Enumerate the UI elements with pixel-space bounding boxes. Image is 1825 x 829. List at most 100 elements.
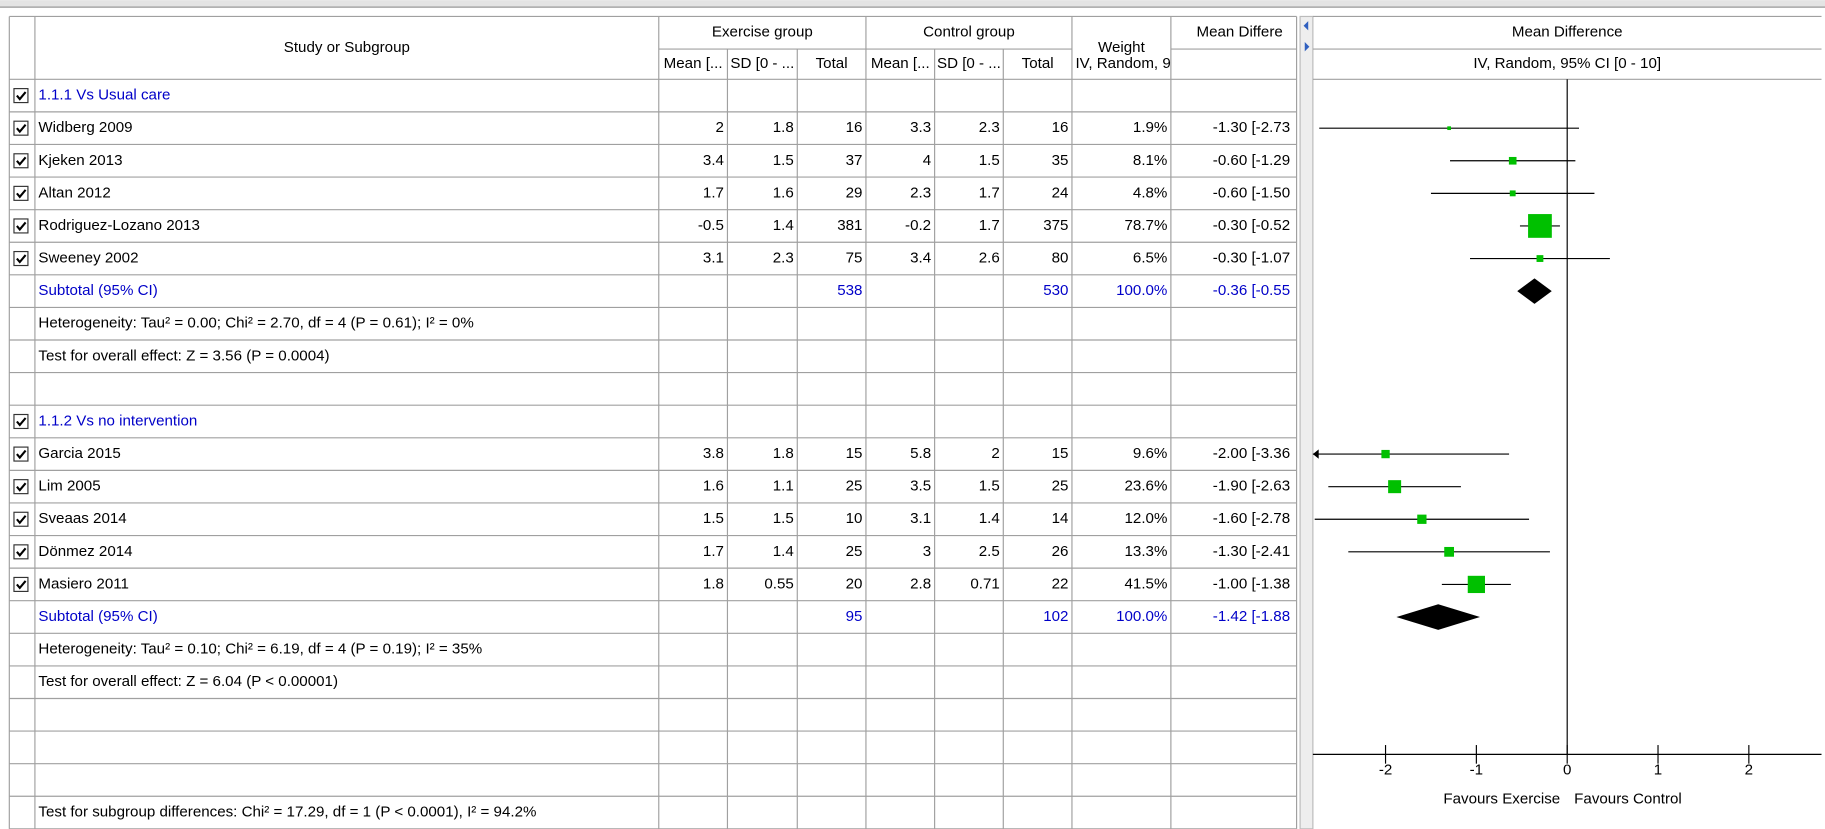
checkbox[interactable]: [13, 511, 29, 527]
cell: -2.00 [-3.36: [1213, 445, 1290, 462]
header-exercise: Exercise group: [712, 24, 813, 41]
checkbox[interactable]: [13, 446, 29, 462]
cell: 0.71: [970, 575, 999, 592]
cell: 1.6: [773, 184, 794, 201]
cell: 1.7: [979, 217, 1000, 234]
checkbox[interactable]: [13, 153, 29, 169]
subtotal-label: Subtotal (95% CI): [38, 282, 157, 299]
checkbox[interactable]: [13, 218, 29, 234]
cell: 25: [1052, 478, 1069, 495]
x-tick-label: 1: [1654, 762, 1662, 779]
cell: -1.42 [-1.88: [1213, 608, 1290, 625]
cell: 2.3: [773, 250, 794, 267]
favours-left: Favours Exercise: [1443, 791, 1560, 808]
checkbox[interactable]: [13, 88, 29, 104]
cell: 41.5%: [1125, 575, 1168, 592]
effect-box: [1447, 126, 1451, 131]
effect-box: [1528, 214, 1552, 238]
checkbox[interactable]: [13, 544, 29, 560]
cell: -0.30 [-0.52: [1213, 217, 1290, 234]
cell: 4.8%: [1133, 184, 1167, 201]
plot-subtitle: IV, Random, 95% CI [0 - 10]: [1473, 55, 1661, 72]
cell: 8.1%: [1133, 152, 1167, 169]
study-name: Rodriguez-Lozano 2013: [38, 217, 199, 234]
cell: 1.5: [979, 152, 1000, 169]
cell: 100.0%: [1116, 282, 1167, 299]
checkbox[interactable]: [13, 413, 29, 430]
cell: 16: [1052, 119, 1069, 136]
summary-text: Test for overall effect: Z = 3.56 (P = 0…: [38, 347, 329, 364]
cell: 1.9%: [1133, 119, 1167, 136]
checkbox[interactable]: [13, 479, 29, 495]
checkbox[interactable]: [13, 185, 29, 201]
cell: 5.8: [910, 445, 931, 462]
cell: 0.55: [764, 575, 793, 592]
study-name: Kjeken 2013: [38, 152, 122, 169]
effect-box: [1536, 255, 1544, 262]
cell: 24: [1052, 184, 1069, 201]
cell: 2: [716, 119, 724, 136]
checkmark: [16, 189, 27, 199]
study-name: Sweeney 2002: [38, 250, 138, 267]
cell: 3.8: [703, 445, 724, 462]
checkmark: [16, 515, 27, 525]
cell: 22: [1052, 575, 1069, 592]
effect-box: [1467, 575, 1485, 594]
cell: 102: [1043, 608, 1068, 625]
x-tick-label: 0: [1563, 762, 1571, 779]
effect-box: [1508, 156, 1517, 165]
study-name: Dönmez 2014: [38, 543, 132, 560]
cell: -1.30 [-2.73: [1213, 119, 1290, 136]
splitter-arrow-right[interactable]: [1304, 42, 1310, 52]
header-sub: IV, Random, 95: [1075, 55, 1179, 72]
plot-title: Mean Difference: [1512, 24, 1623, 41]
header-sub: SD [0 - ...: [937, 55, 1001, 72]
effect-box: [1388, 480, 1402, 494]
cell: 75: [846, 250, 863, 267]
top-bar: [0, 0, 1825, 8]
cell: 25: [846, 543, 863, 560]
cell: 2.8: [910, 575, 931, 592]
study-name: Lim 2005: [38, 478, 100, 495]
cell: 3: [923, 543, 931, 560]
summary-text: Heterogeneity: Tau² = 0.10; Chi² = 6.19,…: [38, 641, 482, 658]
favours-right: Favours Control: [1574, 791, 1682, 808]
checkmark: [16, 547, 27, 557]
cell: 3.1: [910, 510, 931, 527]
cell: -0.60 [-1.29: [1213, 152, 1290, 169]
cell: 2.5: [979, 543, 1000, 560]
cell: 1.5: [979, 478, 1000, 495]
cell: 9.6%: [1133, 445, 1167, 462]
x-tick-label: -2: [1379, 762, 1392, 779]
cell: 6.5%: [1133, 250, 1167, 267]
cell: 15: [1052, 445, 1069, 462]
cell: -1.30 [-2.41: [1213, 543, 1290, 560]
cell: 20: [846, 575, 863, 592]
cell: 29: [846, 184, 863, 201]
cell: 3.4: [703, 152, 724, 169]
cell: 381: [837, 217, 862, 234]
cell: -1.60 [-2.78: [1213, 510, 1290, 527]
cell: 26: [1052, 543, 1069, 560]
cell: 80: [1052, 250, 1069, 267]
cell: -0.5: [698, 217, 724, 234]
checkbox[interactable]: [13, 120, 29, 136]
cell: 1.5: [773, 152, 794, 169]
checkbox[interactable]: [13, 250, 29, 267]
splitter-arrow-left[interactable]: [1303, 21, 1309, 31]
header-sub: SD [0 - ...: [730, 55, 794, 72]
ci-arrow: [1312, 449, 1319, 459]
cell: 3.4: [910, 250, 931, 267]
cell: 538: [837, 282, 862, 299]
cell: 95: [846, 608, 863, 625]
cell: 16: [846, 119, 863, 136]
splitter[interactable]: [1299, 15, 1314, 829]
study-name: Sveaas 2014: [38, 510, 126, 527]
header-sub: Mean [...: [664, 55, 723, 72]
effect-box: [1509, 190, 1516, 197]
cell: 4: [923, 152, 931, 169]
cell: 1.6: [703, 478, 724, 495]
checkbox[interactable]: [13, 576, 29, 592]
